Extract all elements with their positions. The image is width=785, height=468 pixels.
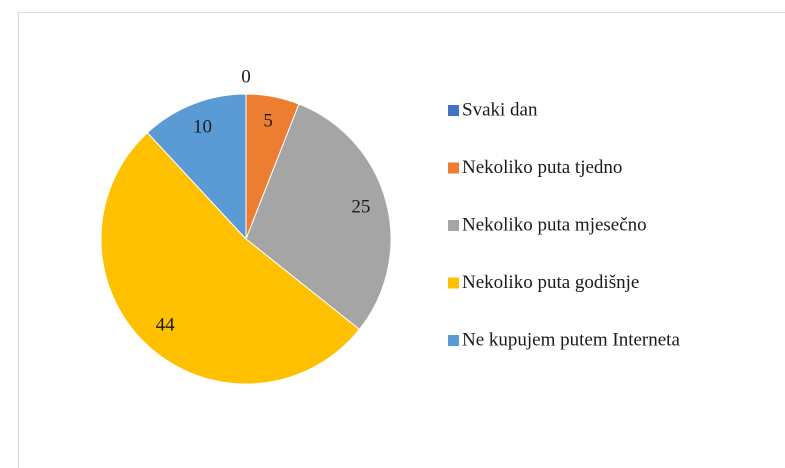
pie-slice (100, 131, 361, 385)
pie-slice (245, 103, 392, 331)
data-label: 0 (241, 66, 251, 87)
legend-label: Svaki dan (462, 99, 538, 120)
data-label: 10 (193, 117, 212, 138)
legend-label: Nekoliko puta tjedno (462, 157, 622, 178)
pie-slice (146, 93, 247, 241)
legend-swatch (448, 335, 459, 346)
data-label: 5 (263, 111, 273, 132)
data-label: 44 (156, 315, 176, 336)
legend-label: Ne kupujem putem Interneta (462, 329, 680, 350)
legend-swatch (448, 105, 459, 116)
legend-label: Nekoliko puta godišnje (462, 272, 639, 293)
data-label: 25 (351, 197, 370, 218)
legend-swatch (448, 277, 459, 289)
legend-label: Nekoliko puta mjesečno (462, 214, 647, 235)
legend-swatch (448, 162, 459, 174)
legend-swatch (448, 220, 459, 231)
